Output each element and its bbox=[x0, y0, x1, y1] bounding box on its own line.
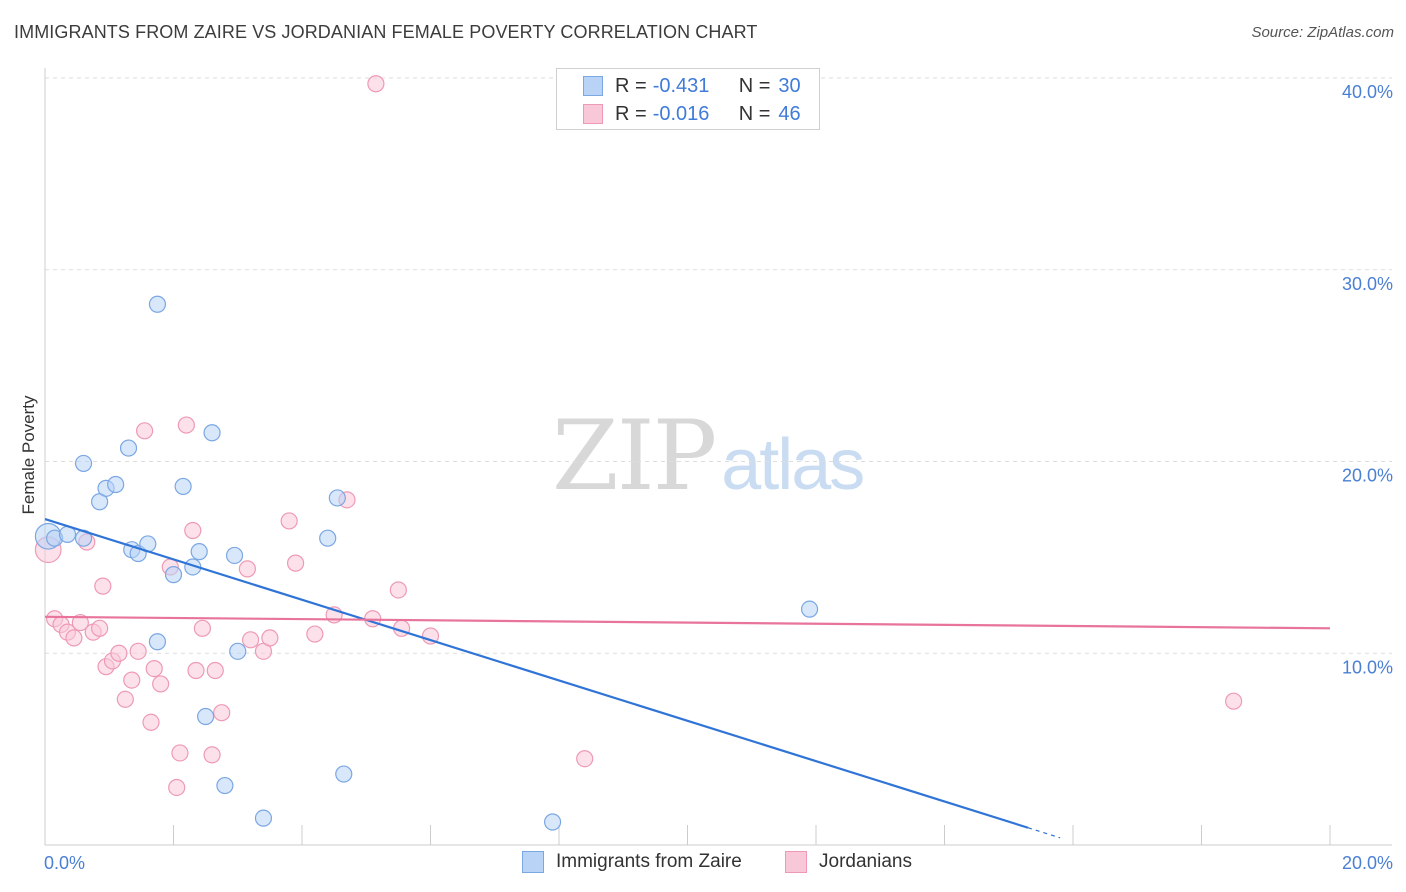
legend-row-zaire: R = -0.431 N = 30 bbox=[583, 73, 801, 99]
series-legend: Immigrants from Zaire Jordanians bbox=[0, 851, 1406, 877]
trend-extension-blue bbox=[1027, 827, 1061, 839]
data-point-pink bbox=[91, 619, 109, 637]
data-point-pink bbox=[142, 713, 160, 731]
data-point-blue bbox=[148, 295, 167, 313]
data-point-pink bbox=[152, 675, 170, 693]
data-point-pink bbox=[135, 422, 154, 440]
data-point-blue bbox=[328, 489, 346, 507]
trend-lines bbox=[44, 517, 1331, 839]
chart-title: IMMIGRANTS FROM ZAIRE VS JORDANIAN FEMAL… bbox=[14, 22, 758, 42]
data-point-blue bbox=[190, 543, 208, 561]
data-point-pink bbox=[116, 690, 134, 708]
legend-n-value: 30 bbox=[778, 74, 801, 97]
data-point-blue bbox=[543, 813, 562, 831]
y-tick-label: 20.0% bbox=[1342, 466, 1393, 486]
data-point-blue bbox=[107, 475, 125, 494]
data-point-pink bbox=[206, 661, 224, 680]
data-point-pink bbox=[286, 554, 305, 572]
data-point-blue bbox=[203, 424, 221, 442]
data-point-blue bbox=[119, 439, 138, 457]
data-point-blue bbox=[164, 566, 183, 584]
data-point-pink bbox=[71, 613, 89, 632]
legend-swatch-pink bbox=[583, 104, 603, 124]
data-point-pink bbox=[421, 627, 440, 645]
legend-label-zaire: Immigrants from Zaire bbox=[556, 851, 742, 872]
data-point-pink bbox=[94, 577, 112, 595]
data-point-blue bbox=[800, 600, 819, 618]
data-point-pink bbox=[280, 512, 298, 530]
legend-n-label: N = bbox=[738, 74, 771, 97]
data-point-pink bbox=[171, 744, 189, 762]
data-point-pink bbox=[145, 659, 163, 678]
data-point-pink bbox=[184, 521, 202, 540]
legend-swatch-blue bbox=[583, 76, 603, 96]
data-point-blue bbox=[148, 633, 167, 651]
data-point-pink bbox=[65, 629, 83, 647]
data-point-blue bbox=[197, 707, 215, 726]
data-point-pink bbox=[213, 704, 231, 722]
data-point-pink bbox=[110, 644, 128, 662]
tick-labels: 10.0% 20.0% 30.0% 40.0% 0.0% 20.0% bbox=[44, 82, 1393, 873]
trend-line-blue bbox=[44, 517, 1029, 829]
legend-swatch-pink bbox=[785, 851, 807, 873]
legend-row-jordanians: R = -0.016 N = 46 bbox=[583, 101, 801, 127]
legend-r-value: -0.431 bbox=[652, 74, 710, 97]
data-point-pink bbox=[203, 746, 221, 764]
data-point-blue bbox=[174, 477, 192, 496]
data-point-pink bbox=[129, 642, 147, 660]
legend-swatch-blue bbox=[522, 851, 544, 873]
x-tick-label: 0.0% bbox=[44, 853, 85, 873]
legend-r-label: R = bbox=[615, 74, 647, 97]
data-point-blue bbox=[229, 642, 247, 660]
data-point-pink bbox=[177, 416, 195, 434]
data-point-blue bbox=[74, 454, 93, 473]
data-point-pink bbox=[242, 631, 260, 649]
trend-line-pink bbox=[44, 615, 1331, 630]
legend-item-zaire: Immigrants from Zaire bbox=[522, 851, 742, 873]
source-label: Source: ZipAtlas.com bbox=[1251, 24, 1394, 41]
legend-label-jordanians: Jordanians bbox=[819, 851, 912, 872]
x-tick-label: 20.0% bbox=[1342, 853, 1393, 873]
data-point-blue bbox=[254, 809, 273, 827]
legend-n-value: 46 bbox=[778, 102, 801, 125]
data-point-pink bbox=[389, 581, 407, 599]
data-point-pink bbox=[193, 619, 212, 637]
legend-r-value: -0.016 bbox=[652, 102, 710, 125]
data-point-pink bbox=[187, 661, 205, 680]
data-point-blue bbox=[216, 776, 234, 795]
data-point-blue bbox=[225, 546, 244, 565]
data-point-pink bbox=[306, 625, 324, 643]
data-point-pink bbox=[261, 629, 279, 647]
data-point-blue bbox=[335, 765, 353, 783]
axes bbox=[44, 68, 1392, 846]
legend-r-label: R = bbox=[615, 102, 647, 125]
data-point-pink bbox=[367, 75, 385, 93]
data-point-pink bbox=[123, 671, 141, 689]
y-axis-label: Female Poverty bbox=[19, 395, 38, 515]
y-tick-label: 40.0% bbox=[1342, 82, 1393, 102]
data-point-pink bbox=[576, 750, 594, 768]
data-point-blue bbox=[319, 529, 337, 547]
y-tick-label: 10.0% bbox=[1342, 657, 1393, 677]
data-point-pink bbox=[1225, 692, 1243, 710]
data-point-pink bbox=[168, 778, 186, 797]
data-point-pink bbox=[238, 560, 256, 578]
y-tick-label: 30.0% bbox=[1342, 274, 1393, 294]
legend-item-jordanians: Jordanians bbox=[785, 851, 912, 873]
series-zaire bbox=[34, 295, 819, 831]
legend-n-label: N = bbox=[738, 102, 771, 125]
correlation-legend: R = -0.431 N = 30 R = -0.016 N = 46 bbox=[556, 68, 820, 130]
